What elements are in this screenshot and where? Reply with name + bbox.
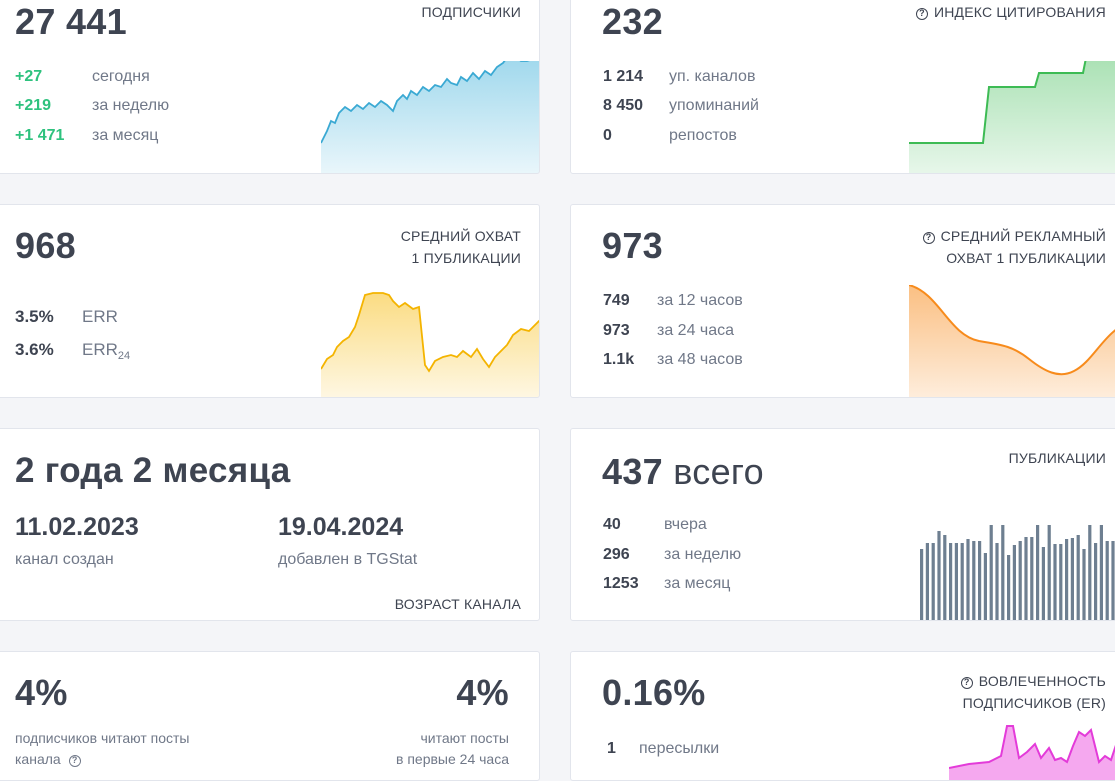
posts-bar xyxy=(983,553,987,620)
posts-bar xyxy=(1111,541,1115,620)
reach-label: СРЕДНИЙ ОХВАТ 1 ПУБЛИКАЦИИ xyxy=(400,228,521,266)
engagement-forwards: 1 пересылки xyxy=(607,740,720,757)
ad-reach-value: 973 xyxy=(602,225,663,266)
subscribers-count: 27 441 xyxy=(15,1,127,42)
posts-bar xyxy=(1065,539,1069,620)
posts-total: 437 всего xyxy=(602,451,764,492)
posts-bar xyxy=(1018,541,1022,620)
ad-reach-24h: 973 за 24 часа xyxy=(603,322,735,339)
reach-sparkline xyxy=(321,292,539,397)
help-icon[interactable]: ? xyxy=(960,677,973,689)
added-date: 19.04.2024 xyxy=(278,513,404,541)
subscribers-card[interactable]: 27 441 ПОДПИСЧИКИ +27 сегодня +219 за неде… xyxy=(0,0,540,174)
posts-bar xyxy=(966,539,970,620)
posts-bar xyxy=(1082,549,1086,620)
posts-yesterday: 40 вчера xyxy=(603,516,707,533)
posts-bar xyxy=(1007,555,1011,620)
created-date: 11.02.2023 xyxy=(15,513,139,541)
posts-week: 296 за неделю xyxy=(603,546,742,563)
engagement-sparkline xyxy=(949,725,1115,780)
subscribers-label: ПОДПИСЧИКИ xyxy=(421,4,521,20)
engagement-rate: 0.16% xyxy=(602,672,706,713)
posts-bar xyxy=(1030,537,1034,620)
posts-bar xyxy=(920,549,924,620)
posts-bar xyxy=(1070,538,1074,620)
posts-bar xyxy=(1024,537,1028,620)
posts-bar xyxy=(937,531,941,620)
posts-bar xyxy=(1099,525,1103,620)
ad-reach-label: ? СРЕДНИЙ РЕКЛАМНЫЙ ОХВАТ 1 ПУБЛИКАЦИИ xyxy=(922,225,1106,269)
citation-label: ? ИНДЕКС ЦИТИРОВАНИЯ xyxy=(915,1,1106,23)
posts-bar xyxy=(1001,525,1005,620)
posts-bar xyxy=(989,525,993,620)
posts-bar xyxy=(1059,544,1063,620)
channel-age: 2 года 2 месяца xyxy=(15,451,291,490)
posts-bar xyxy=(1041,547,1045,620)
citation-reposts: 0 репостов xyxy=(603,127,737,144)
citation-index: 232 xyxy=(602,1,663,42)
readers-percent: 4% xyxy=(15,672,68,713)
help-icon[interactable]: ? xyxy=(922,232,935,244)
posts-bar xyxy=(1076,535,1080,620)
posts-bar xyxy=(954,543,958,620)
posts-bar xyxy=(978,541,982,620)
posts-bar xyxy=(925,543,929,620)
posts-bar xyxy=(1053,544,1057,620)
readers-24h-percent: 4% xyxy=(456,672,509,713)
reach-card[interactable]: 968 СРЕДНИЙ ОХВАТ 1 ПУБЛИКАЦИИ 3.5% ERR 3.… xyxy=(0,204,540,398)
age-card[interactable]: 2 года 2 месяца 11.02.2023 канал создан … xyxy=(0,428,540,621)
reach-err: 3.5% ERR xyxy=(15,307,118,326)
citation-mentions: 8 450 упоминаний xyxy=(603,97,759,114)
ad-reach-sparkline xyxy=(909,285,1115,397)
posts-bar xyxy=(949,543,953,620)
posts-bar xyxy=(1105,541,1109,620)
reach-value: 968 xyxy=(15,225,76,266)
posts-bar-chart xyxy=(920,525,1115,620)
posts-label: ПУБЛИКАЦИИ xyxy=(1008,450,1106,466)
created-label: канал создан xyxy=(15,551,114,568)
subscribers-month: +1 471 за месяц xyxy=(15,127,159,144)
citation-channels: 1 214 уп. каналов xyxy=(603,68,756,85)
posts-bar xyxy=(960,543,964,620)
posts-bar xyxy=(1047,525,1051,620)
citation-sparkline xyxy=(909,61,1115,173)
ad-reach-12h: 749 за 12 часов xyxy=(603,292,743,309)
posts-bar xyxy=(995,543,999,620)
subscribers-today: +27 сегодня xyxy=(15,68,150,85)
subscribers-sparkline xyxy=(321,61,539,173)
readers-desc: подписчиков читают посты канала ? xyxy=(15,730,190,767)
ad-reach-48h: 1.1k за 48 часов xyxy=(603,351,743,368)
posts-bar xyxy=(1094,543,1098,620)
added-label: добавлен в TGStat xyxy=(278,551,418,568)
readers-card[interactable]: 4% подписчиков читают посты канала ? 4% … xyxy=(0,651,540,781)
subscribers-week: +219 за неделю xyxy=(15,97,170,114)
help-icon[interactable]: ? xyxy=(915,8,928,20)
engagement-label: ? ВОВЛЕЧЕННОСТЬ ПОДПИСЧИКОВ (ER) xyxy=(960,673,1106,711)
posts-card[interactable]: 437 всего ПУБЛИКАЦИИ 40 вчера 296 за недел… xyxy=(570,428,1115,621)
ad-reach-card[interactable]: 973 ? СРЕДНИЙ РЕКЛАМНЫЙ ОХВАТ 1 ПУБЛИКАЦИ… xyxy=(570,204,1115,398)
readers-24h-desc: читают посты в первые 24 часа xyxy=(396,730,509,767)
posts-month: 1253 за месяц xyxy=(603,575,731,592)
reach-err24: 3.6% ERR24 xyxy=(15,340,131,362)
posts-bar xyxy=(1088,525,1092,620)
posts-bar xyxy=(943,535,947,620)
age-label: ВОЗРАСТ КАНАЛА xyxy=(394,596,521,612)
posts-bar xyxy=(1036,525,1040,620)
posts-bar xyxy=(931,543,935,620)
posts-bar xyxy=(1012,545,1016,620)
help-icon[interactable]: ? xyxy=(68,755,81,767)
posts-bar xyxy=(972,541,976,620)
citation-card[interactable]: 232 ? ИНДЕКС ЦИТИРОВАНИЯ 1 214 уп. каналов… xyxy=(570,0,1115,174)
